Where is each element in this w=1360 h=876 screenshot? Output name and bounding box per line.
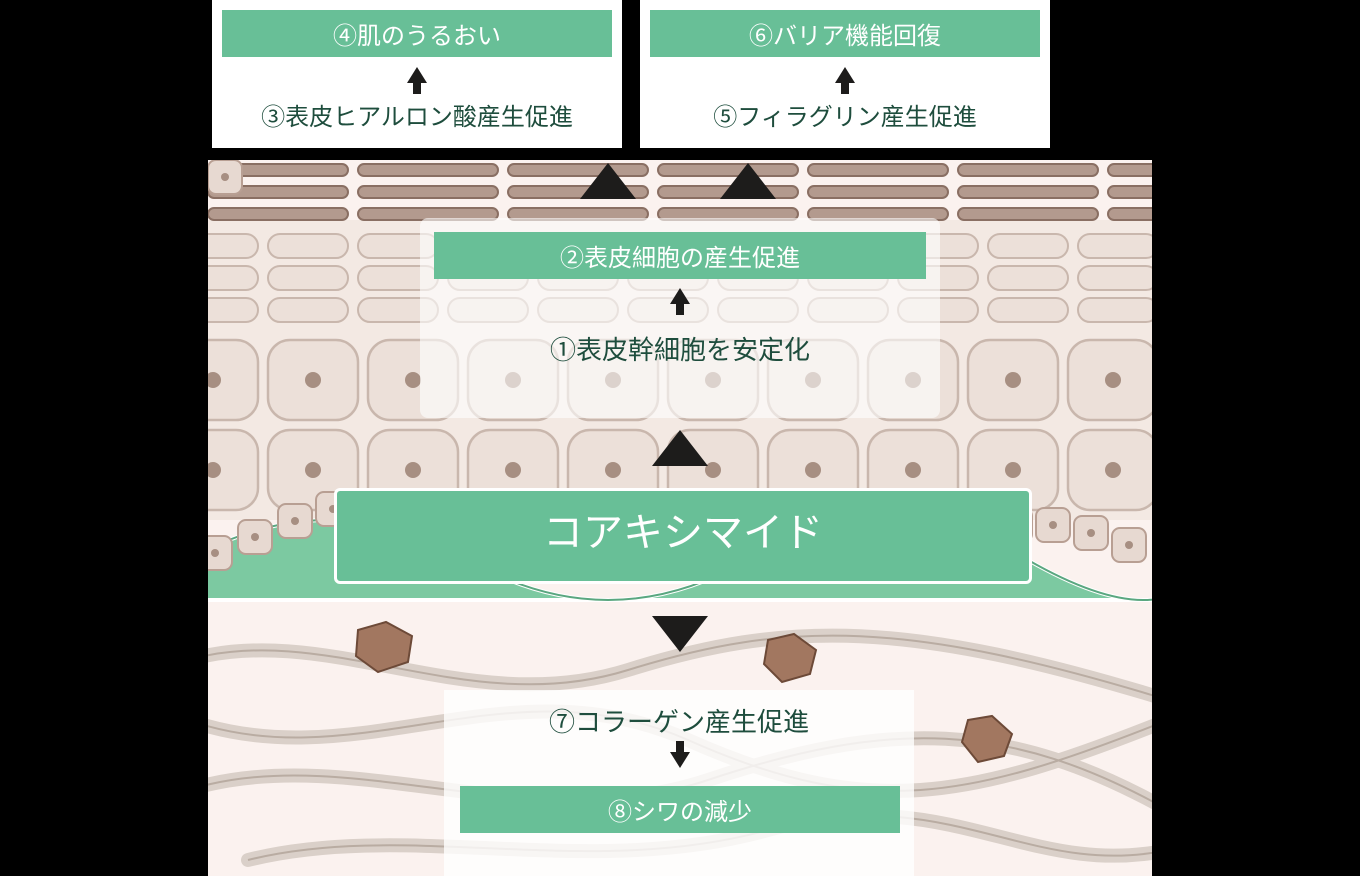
triangle-up-icon <box>580 163 636 199</box>
triangle-down-icon <box>652 616 708 652</box>
arrow-up-icon <box>835 67 855 83</box>
label-8: ⑧シワの減少 <box>460 786 900 833</box>
label-3: ③表皮ヒアルロン酸産生促進 <box>212 97 622 132</box>
label-5: ⑤フィラグリン産生促進 <box>640 97 1050 132</box>
top-box-left: ④肌のうるおい ③表皮ヒアルロン酸産生促進 <box>212 0 622 148</box>
arrow-up-icon <box>407 67 427 83</box>
label-2: ②表皮細胞の産生促進 <box>434 232 926 279</box>
label-6: ⑥バリア機能回復 <box>650 10 1040 57</box>
diagram-stage: ④肌のうるおい ③表皮ヒアルロン酸産生促進 ⑥バリア機能回復 ⑤フィラグリン産生… <box>0 0 1360 876</box>
arrow-up-icon <box>670 288 690 304</box>
arrow-down-icon <box>670 752 690 768</box>
top-box-right: ⑥バリア機能回復 ⑤フィラグリン産生促進 <box>640 0 1050 148</box>
coaximide-bar: コアキシマイド <box>334 488 1032 584</box>
triangle-up-icon <box>652 430 708 466</box>
triangle-up-icon <box>720 163 776 199</box>
label-7: ⑦コラーゲン産生促進 <box>444 702 914 739</box>
label-1: ①表皮幹細胞を安定化 <box>434 330 926 367</box>
label-4: ④肌のうるおい <box>222 10 612 57</box>
